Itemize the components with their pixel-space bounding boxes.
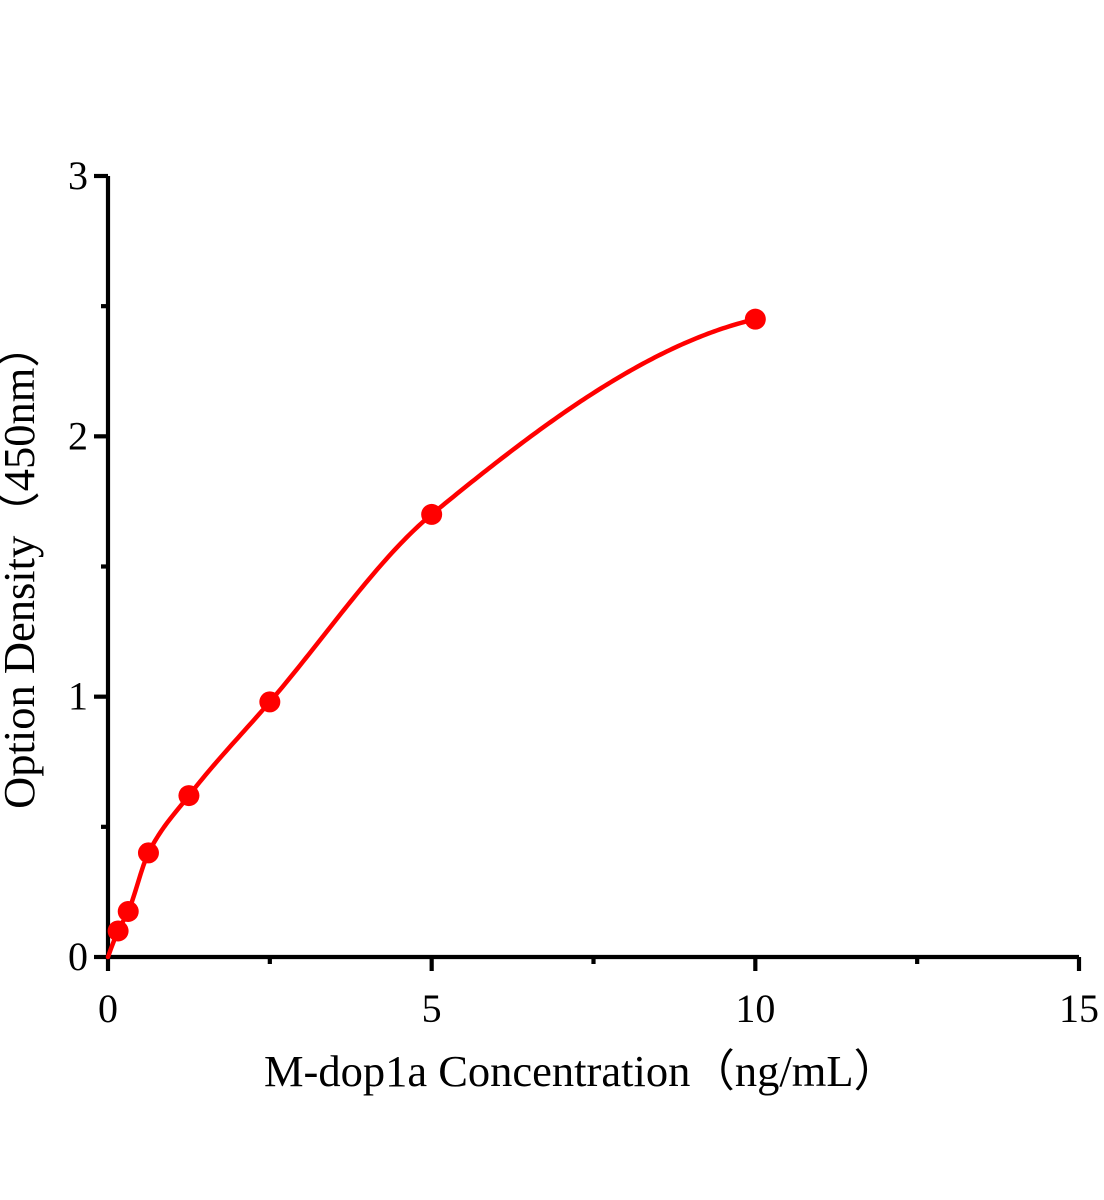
svg-text:3: 3 (68, 153, 88, 198)
svg-text:M-dop1a Concentration（ng/mL）: M-dop1a Concentration（ng/mL） (264, 1046, 898, 1096)
svg-text:10: 10 (735, 986, 775, 1031)
svg-text:2: 2 (68, 413, 88, 458)
svg-text:Option Density（450nm）: Option Density（450nm） (0, 323, 44, 809)
svg-text:0: 0 (68, 934, 88, 979)
svg-text:15: 15 (1059, 986, 1099, 1031)
svg-text:1: 1 (68, 674, 88, 719)
svg-text:5: 5 (422, 986, 442, 1031)
svg-text:0: 0 (98, 986, 118, 1031)
